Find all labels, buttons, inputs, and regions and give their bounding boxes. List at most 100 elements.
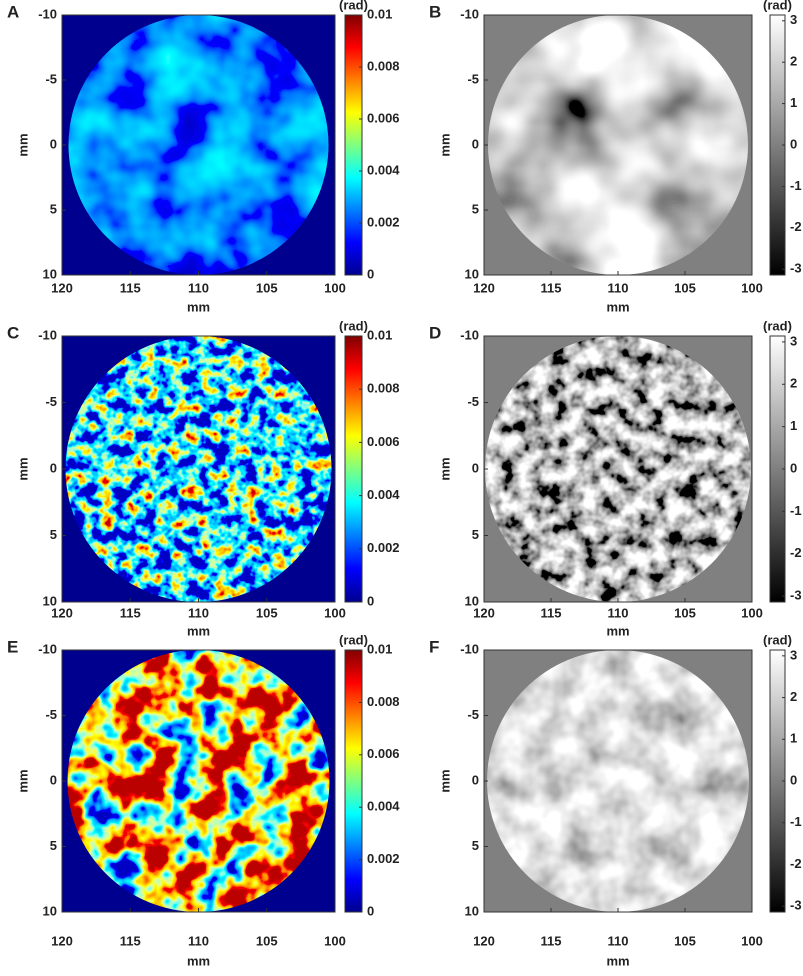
colorbar-tick-label: 0 [790,460,797,475]
x-tick-label: 110 [188,280,209,295]
y-tick-label: -10 [38,641,57,656]
x-tick-label: 120 [51,605,73,620]
y-tick-label: 5 [50,527,57,542]
heatmap-image [68,15,329,275]
colorbar-tick-label: 3 [790,333,797,348]
colorbar-tick-label: -3 [790,588,802,603]
colorbar-label: (rad) [763,632,792,647]
x-tick-label: 100 [741,605,763,620]
colorbar-tick-label: 1 [790,95,797,110]
colorbar-tick-label: 0.01 [367,6,392,21]
x-tick-label: 120 [51,933,73,948]
colorbar-tick-label: 2 [790,54,797,69]
y-tick-label: -10 [460,327,479,342]
colorbar-tick-label: -2 [790,856,802,871]
x-tick-label: 100 [324,933,346,948]
x-axis-label: mm [187,299,210,314]
colorbar-tick-label: 0.004 [367,487,400,502]
x-tick-label: 110 [608,933,629,948]
colorbar-tick-label: 0.002 [367,540,400,555]
x-tick-label: 110 [608,280,629,295]
heatmap-image [487,650,749,912]
y-axis-label: mm [15,133,30,156]
y-tick-label: -5 [467,71,479,86]
colorbar-tick-label: 0 [367,593,374,608]
y-tick-label: 0 [50,772,57,787]
colorbar-tick-label: -1 [790,503,802,518]
x-tick-label: 100 [324,605,346,620]
x-tick-label: 120 [473,605,495,620]
x-axis-label: mm [606,953,629,968]
x-tick-label: 105 [674,280,696,295]
x-tick-label: 110 [188,933,209,948]
x-tick-label: 115 [541,605,562,620]
y-tick-label: -10 [460,6,479,21]
colorbar-tick-label: 0.002 [367,214,400,229]
colorbar [344,649,363,913]
colorbar-tick-label: 2 [790,689,797,704]
colorbar-label: (rad) [763,318,792,333]
x-axis-label: mm [187,623,210,638]
colorbar-tick-label: 0.006 [367,110,400,125]
colorbar-tick-label: -2 [790,219,802,234]
colorbar-tick-label: 0 [367,266,374,281]
x-tick-label: 120 [473,280,495,295]
colorbar-tick-label: 0.006 [367,434,400,449]
colorbar-tick-label: 0.01 [367,641,392,656]
y-tick-label: -5 [45,707,57,722]
x-tick-label: 105 [256,933,278,948]
heatmap-image [67,650,330,912]
panel-label: A [7,2,19,21]
y-tick-label: 5 [472,527,479,542]
x-tick-label: 115 [120,933,141,948]
panel-label: D [429,323,441,342]
colorbar-label: (rad) [339,632,368,647]
x-tick-label: 120 [473,933,495,948]
y-tick-label: -5 [45,394,57,409]
colorbar-tick-label: 0.004 [367,799,400,814]
y-tick-label: -5 [467,394,479,409]
y-tick-label: 10 [465,266,479,281]
x-tick-label: 115 [541,280,562,295]
x-tick-label: 115 [541,933,562,948]
y-axis-label: mm [15,457,30,480]
x-tick-label: 105 [674,605,696,620]
x-tick-label: 115 [120,280,141,295]
colorbar-label: (rad) [339,318,368,333]
y-axis-label: mm [437,769,452,792]
x-tick-label: 105 [256,280,278,295]
colorbar-tick-label: 1 [790,418,797,433]
y-tick-label: 5 [472,838,479,853]
y-tick-label: 0 [472,772,479,787]
panel-label: E [7,637,18,656]
y-axis-label: mm [437,133,452,156]
y-tick-label: 10 [465,903,479,918]
heatmap-image [485,336,751,602]
x-tick-label: 100 [741,933,763,948]
colorbar-tick-label: 0.004 [367,162,400,177]
colorbar-tick-label: -3 [790,898,802,913]
y-tick-label: 10 [465,593,479,608]
heatmap-image [65,336,332,602]
x-tick-label: 120 [51,280,73,295]
y-axis-label: mm [437,457,452,480]
colorbar [344,14,363,276]
colorbar-tick-label: -3 [790,261,802,276]
colorbar-tick-label: 0.008 [367,381,400,396]
y-tick-label: 10 [43,593,57,608]
y-tick-label: 10 [43,903,57,918]
x-tick-label: 100 [741,280,763,295]
x-tick-label: 110 [608,605,629,620]
y-tick-label: 5 [472,201,479,216]
y-tick-label: -10 [38,6,57,21]
colorbar-label: (rad) [763,0,792,12]
heatmap-image [488,15,748,275]
x-axis-label: mm [606,299,629,314]
colorbar-tick-label: 0.002 [367,851,400,866]
y-tick-label: 5 [50,838,57,853]
colorbar-tick-label: 3 [790,647,797,662]
colorbar-label: (rad) [339,0,368,12]
x-tick-label: 105 [674,933,696,948]
x-tick-label: 115 [120,605,141,620]
colorbar-tick-label: 0.006 [367,746,400,761]
